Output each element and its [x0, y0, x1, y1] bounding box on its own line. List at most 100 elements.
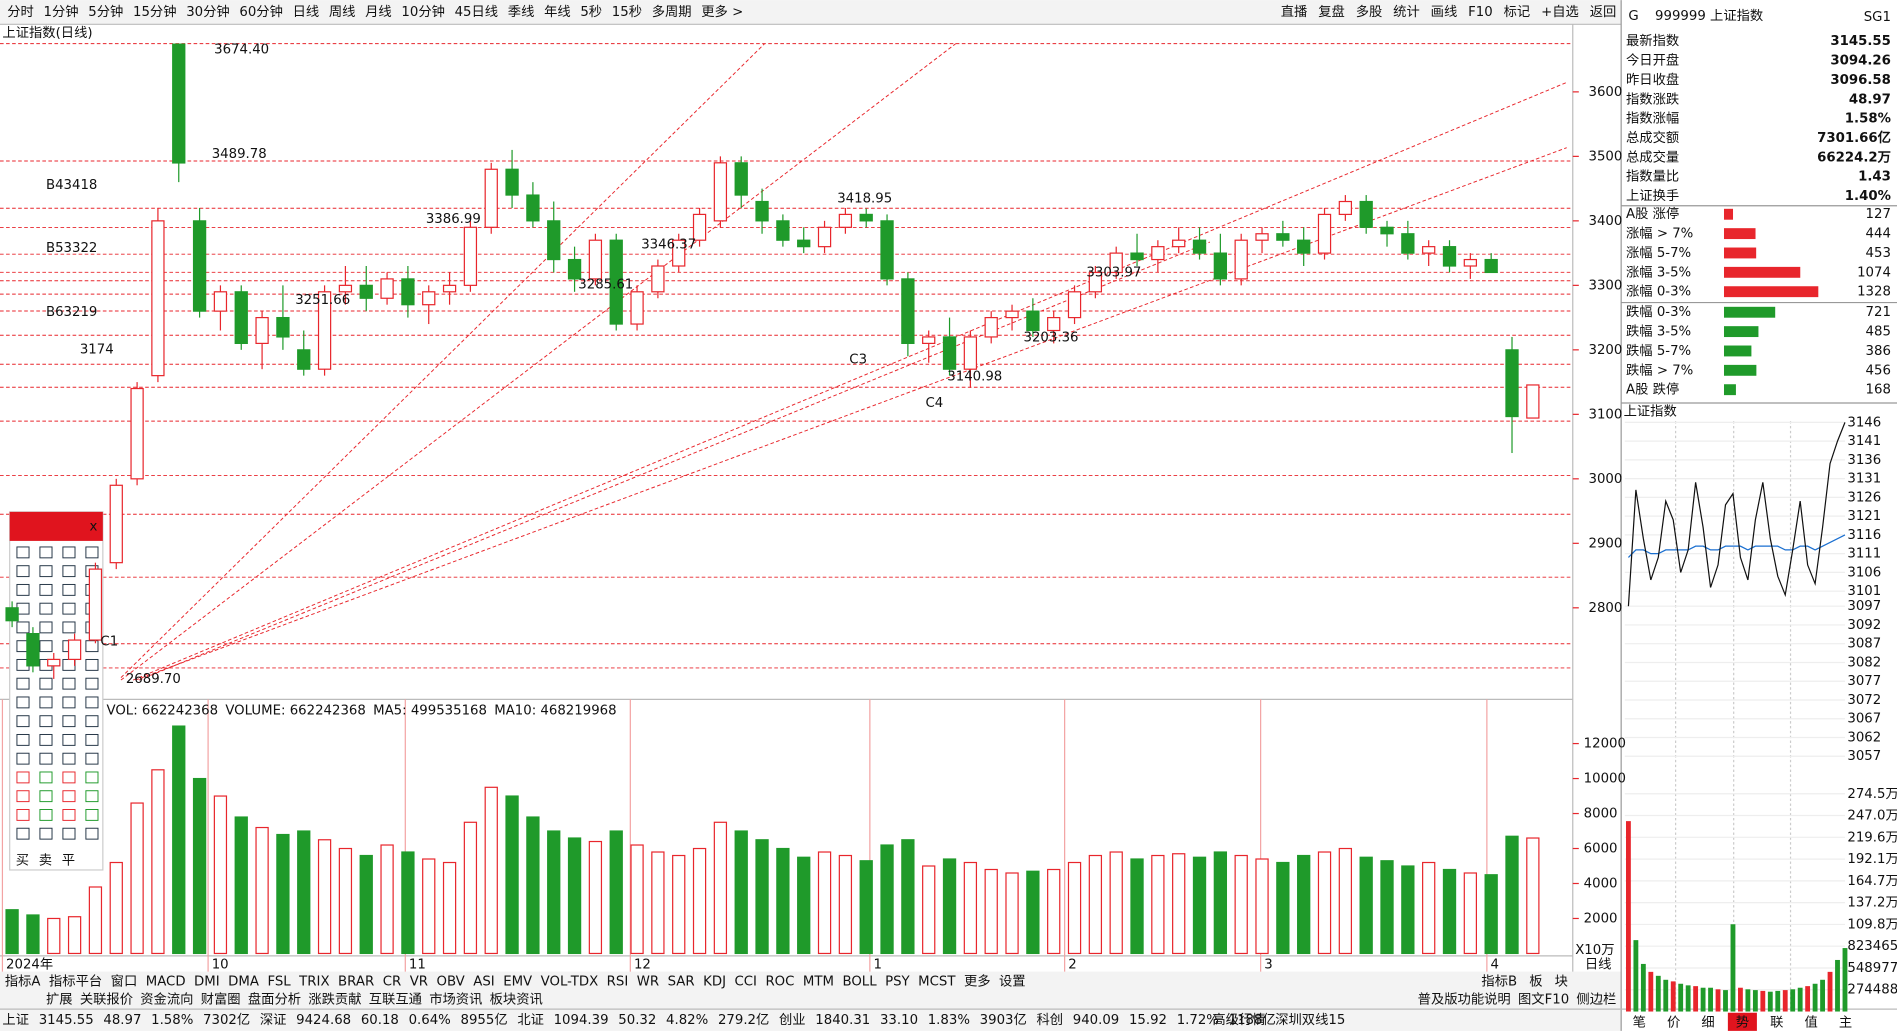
tab[interactable]: 复盘: [1318, 3, 1345, 20]
tool-icon[interactable]: [16, 752, 30, 765]
tool-icon[interactable]: [16, 809, 30, 821]
tab[interactable]: 普及版功能说明: [1418, 991, 1511, 1007]
tab[interactable]: 1分钟: [44, 3, 79, 20]
tool-icon[interactable]: [16, 621, 30, 634]
tool-icon[interactable]: [62, 677, 76, 690]
tool-icon[interactable]: [16, 733, 30, 746]
tool-icon[interactable]: [39, 546, 53, 559]
tab[interactable]: KDJ: [703, 974, 726, 989]
tool-icon[interactable]: [39, 677, 53, 690]
tool-icon[interactable]: [39, 583, 53, 596]
tab[interactable]: MACD: [146, 974, 186, 989]
tool-icon[interactable]: [16, 565, 30, 578]
tool-icon[interactable]: [39, 621, 53, 634]
tool-icon[interactable]: [62, 771, 76, 784]
tool-icon[interactable]: [85, 827, 99, 840]
tool-icon[interactable]: [16, 715, 30, 728]
tab[interactable]: 月线: [365, 4, 392, 20]
status-item[interactable]: 高级行情: [1212, 1011, 1265, 1028]
tab[interactable]: 分时: [7, 4, 34, 20]
tab[interactable]: BRAR: [338, 974, 374, 989]
tab[interactable]: 60分钟: [239, 3, 283, 20]
trade-button[interactable]: 卖: [39, 852, 52, 868]
tab[interactable]: 板块资讯: [490, 991, 543, 1007]
tab[interactable]: F10: [1468, 5, 1493, 20]
tab[interactable]: 窗口: [111, 972, 138, 989]
tab[interactable]: RSI: [607, 974, 629, 989]
tool-icon[interactable]: [62, 809, 76, 821]
tab[interactable]: 15分钟: [133, 3, 177, 20]
tab[interactable]: 5分钟: [88, 3, 123, 20]
tab[interactable]: 扩展: [46, 991, 73, 1007]
tool-icon[interactable]: [16, 827, 30, 840]
tool-icon[interactable]: [85, 752, 99, 765]
tool-icon[interactable]: [85, 640, 99, 653]
tool-icon[interactable]: [39, 565, 53, 578]
tab[interactable]: BOLL: [842, 974, 877, 989]
view-button[interactable]: 势: [1736, 1014, 1749, 1030]
tab[interactable]: 侧边栏: [1576, 991, 1616, 1007]
tab[interactable]: 周线: [329, 4, 356, 20]
tab[interactable]: EMV: [503, 974, 532, 989]
tab[interactable]: 统计: [1393, 4, 1420, 20]
tool-icon[interactable]: [62, 696, 76, 709]
trade-button[interactable]: 买: [16, 852, 29, 868]
tab[interactable]: FSL: [267, 974, 291, 989]
tab[interactable]: CCI: [734, 974, 757, 989]
tool-icon[interactable]: [16, 583, 30, 596]
tool-icon[interactable]: [39, 827, 53, 840]
tab[interactable]: 关联报价: [80, 991, 133, 1007]
tool-icon[interactable]: [62, 715, 76, 728]
tab[interactable]: 年线: [544, 4, 571, 20]
tool-icon[interactable]: [62, 565, 76, 578]
close-button[interactable]: x: [90, 519, 98, 534]
view-button[interactable]: 联: [1770, 1014, 1783, 1030]
tab[interactable]: 盘面分析: [248, 990, 301, 1007]
tab[interactable]: 5秒: [580, 4, 602, 20]
tool-icon[interactable]: [85, 771, 99, 784]
tool-icon[interactable]: [62, 733, 76, 746]
tool-icon[interactable]: [16, 677, 30, 690]
tool-icon[interactable]: [62, 790, 76, 803]
tab[interactable]: 更多 >: [701, 3, 743, 20]
tab[interactable]: OBV: [437, 974, 465, 989]
tab[interactable]: MTM: [803, 974, 834, 989]
tab[interactable]: 指标平台: [49, 973, 102, 989]
tab[interactable]: 15秒: [612, 4, 642, 20]
tab[interactable]: +自选: [1541, 4, 1579, 20]
status-item[interactable]: 深圳双线15: [1275, 1012, 1345, 1028]
tab[interactable]: ROC: [765, 974, 794, 989]
tab[interactable]: WR: [637, 974, 659, 989]
tab[interactable]: MCST: [918, 974, 956, 989]
tab[interactable]: CR: [383, 974, 402, 989]
tab[interactable]: 季线: [508, 4, 535, 20]
tool-icon[interactable]: [39, 602, 53, 615]
tool-icon[interactable]: [85, 658, 99, 671]
tool-icon[interactable]: [85, 733, 99, 746]
tool-icon[interactable]: [39, 696, 53, 709]
tool-icon[interactable]: [16, 771, 30, 784]
tool-icon[interactable]: [39, 640, 53, 653]
trade-button[interactable]: 平: [62, 853, 75, 868]
tab[interactable]: 画线: [1431, 4, 1458, 20]
tab[interactable]: ASI: [473, 974, 494, 989]
tab[interactable]: 图文F10: [1518, 991, 1569, 1007]
tab[interactable]: 指标B: [1481, 973, 1517, 989]
tool-icon[interactable]: [85, 546, 99, 559]
tab[interactable]: 10分钟: [401, 3, 445, 20]
tool-icon[interactable]: [39, 809, 53, 821]
tool-icon[interactable]: [62, 752, 76, 765]
tab[interactable]: 日线: [293, 4, 320, 20]
tab[interactable]: PSY: [885, 974, 910, 989]
tool-icon[interactable]: [85, 790, 99, 803]
tab[interactable]: SAR: [668, 974, 695, 989]
tool-icon[interactable]: [85, 677, 99, 690]
tab[interactable]: 标记: [1504, 4, 1531, 20]
tool-icon[interactable]: [16, 790, 30, 803]
tool-icon[interactable]: [39, 733, 53, 746]
tab[interactable]: 直播: [1281, 4, 1308, 20]
view-button[interactable]: 细: [1701, 1014, 1714, 1030]
tab[interactable]: 互联互通: [369, 991, 422, 1007]
tab[interactable]: VR: [410, 974, 428, 989]
tab[interactable]: 多股: [1356, 3, 1383, 20]
